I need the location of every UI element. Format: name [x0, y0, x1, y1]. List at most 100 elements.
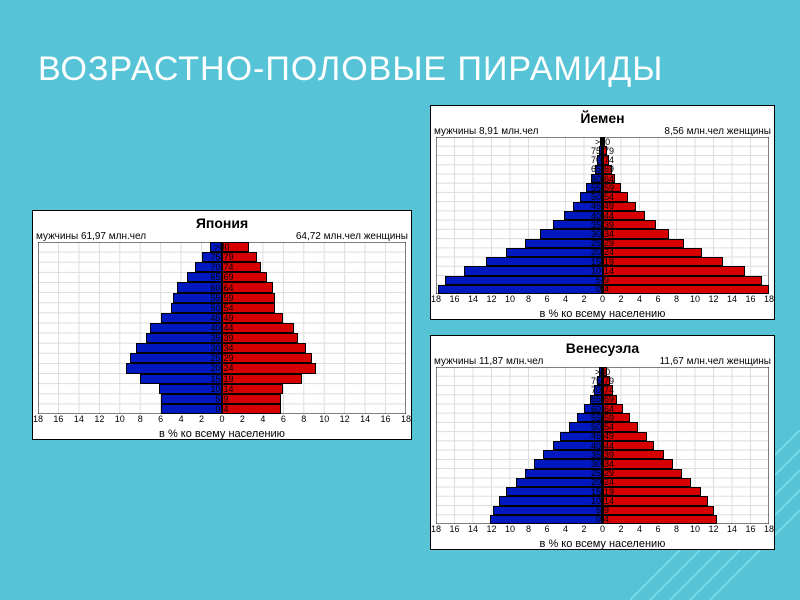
population-labels: мужчины 8,91 млн.чел 8,56 млн.чел женщин… — [431, 126, 774, 137]
bar-male — [506, 487, 602, 496]
female-pop-label: 8,56 млн.чел женщины — [664, 126, 771, 137]
x-tick: 0 — [600, 294, 605, 304]
bar-male — [525, 239, 603, 248]
bar-male — [202, 252, 222, 262]
x-tick: 0 — [600, 524, 605, 534]
x-tick: 2 — [618, 294, 623, 304]
pyramid-grid: >8075-7970-7465-6960-6455-5950-5445-4940… — [38, 242, 406, 414]
x-tick: 8 — [301, 414, 306, 424]
x-tick: 4 — [563, 524, 568, 534]
x-tick: 2 — [581, 524, 586, 534]
bar-female — [603, 515, 718, 524]
pyramid-grid: >8075-7970-7465-6960-6455-5950-5445-4940… — [436, 137, 769, 294]
bar-female — [603, 432, 647, 441]
bar-female — [603, 257, 723, 266]
x-tick: 18 — [431, 524, 441, 534]
x-tick: 0 — [219, 414, 224, 424]
bar-female — [222, 384, 283, 394]
pyramid-card-japan: Япония мужчины 61,97 млн.чел 64,72 млн.ч… — [32, 210, 412, 440]
x-tick: 18 — [764, 294, 774, 304]
x-tick: 10 — [505, 294, 515, 304]
x-tick: 14 — [74, 414, 84, 424]
bar-female — [603, 441, 655, 450]
bar-female — [222, 394, 281, 404]
x-tick: 16 — [745, 524, 755, 534]
bar-female — [222, 252, 257, 262]
slide-title: ВОЗРАСТНО-ПОЛОВЫЕ ПИРАМИДЫ — [38, 51, 663, 88]
bar-female — [222, 262, 261, 272]
bar-female — [603, 395, 618, 404]
bar-female — [603, 239, 684, 248]
x-tick: 2 — [199, 414, 204, 424]
x-tick: 2 — [618, 524, 623, 534]
x-tick: 12 — [708, 294, 718, 304]
bar-female — [222, 343, 306, 353]
pyramid-card-venezuela: Венесуэла мужчины 11,87 млн.чел 11,67 мл… — [430, 335, 775, 550]
bar-male — [540, 229, 603, 238]
x-axis-caption: в % ко всему населению — [431, 308, 774, 320]
bar-female — [603, 276, 762, 285]
x-tick: 10 — [690, 524, 700, 534]
x-tick: 14 — [468, 524, 478, 534]
population-labels: мужчины 61,97 млн.чел 64,72 млн.чел женщ… — [33, 231, 411, 242]
x-tick: 8 — [674, 524, 679, 534]
x-tick: 2 — [240, 414, 245, 424]
x-tick: 12 — [94, 414, 104, 424]
x-tick: 12 — [486, 524, 496, 534]
female-pop-label: 64,72 млн.чел женщины — [296, 231, 408, 242]
bar-male — [464, 266, 603, 275]
bar-female — [603, 478, 692, 487]
x-tick: 6 — [544, 294, 549, 304]
bar-male — [136, 343, 222, 353]
x-tick: 6 — [158, 414, 163, 424]
bar-male — [130, 353, 222, 363]
bar-male — [594, 385, 602, 394]
bar-female — [603, 469, 683, 478]
x-axis-ticks: 18181616141412121010886644220 — [38, 414, 406, 426]
bar-female — [603, 202, 636, 211]
bar-female — [222, 374, 302, 384]
bar-male — [161, 404, 222, 414]
bar-female — [603, 165, 612, 174]
x-tick: 6 — [655, 524, 660, 534]
pyramid-card-yemen: Йемен мужчины 8,91 млн.чел 8,56 млн.чел … — [430, 105, 775, 320]
bar-male — [584, 404, 603, 413]
x-tick: 14 — [468, 294, 478, 304]
bar-male — [543, 450, 602, 459]
x-tick: 4 — [563, 294, 568, 304]
bar-male — [534, 459, 602, 468]
x-tick: 10 — [505, 524, 515, 534]
x-tick: 8 — [138, 414, 143, 424]
bar-female — [603, 192, 629, 201]
bar-female — [603, 487, 701, 496]
bar-male — [553, 441, 603, 450]
bar-female — [603, 506, 714, 515]
bar-female — [603, 376, 610, 385]
x-tick: 6 — [281, 414, 286, 424]
bar-female — [603, 496, 708, 505]
bar-male — [586, 183, 603, 192]
bars-layer — [436, 367, 769, 524]
bar-female — [603, 229, 670, 238]
x-tick: 4 — [260, 414, 265, 424]
bar-male — [577, 413, 603, 422]
x-tick: 2 — [581, 294, 586, 304]
bar-male — [438, 285, 603, 294]
bar-male — [525, 469, 603, 478]
bars-layer — [436, 137, 769, 294]
bar-female — [603, 137, 606, 146]
bar-female — [603, 413, 631, 422]
bar-female — [603, 285, 770, 294]
bar-male — [591, 174, 602, 183]
bar-male — [580, 192, 602, 201]
x-tick: 12 — [486, 294, 496, 304]
bar-male — [560, 432, 603, 441]
bar-male — [564, 211, 603, 220]
bars-layer — [38, 242, 406, 414]
bar-male — [595, 165, 602, 174]
x-axis-caption: в % ко всему населению — [33, 428, 411, 440]
bar-male — [146, 333, 222, 343]
bar-female — [603, 211, 646, 220]
x-tick: 10 — [319, 414, 329, 424]
x-tick: 4 — [637, 294, 642, 304]
